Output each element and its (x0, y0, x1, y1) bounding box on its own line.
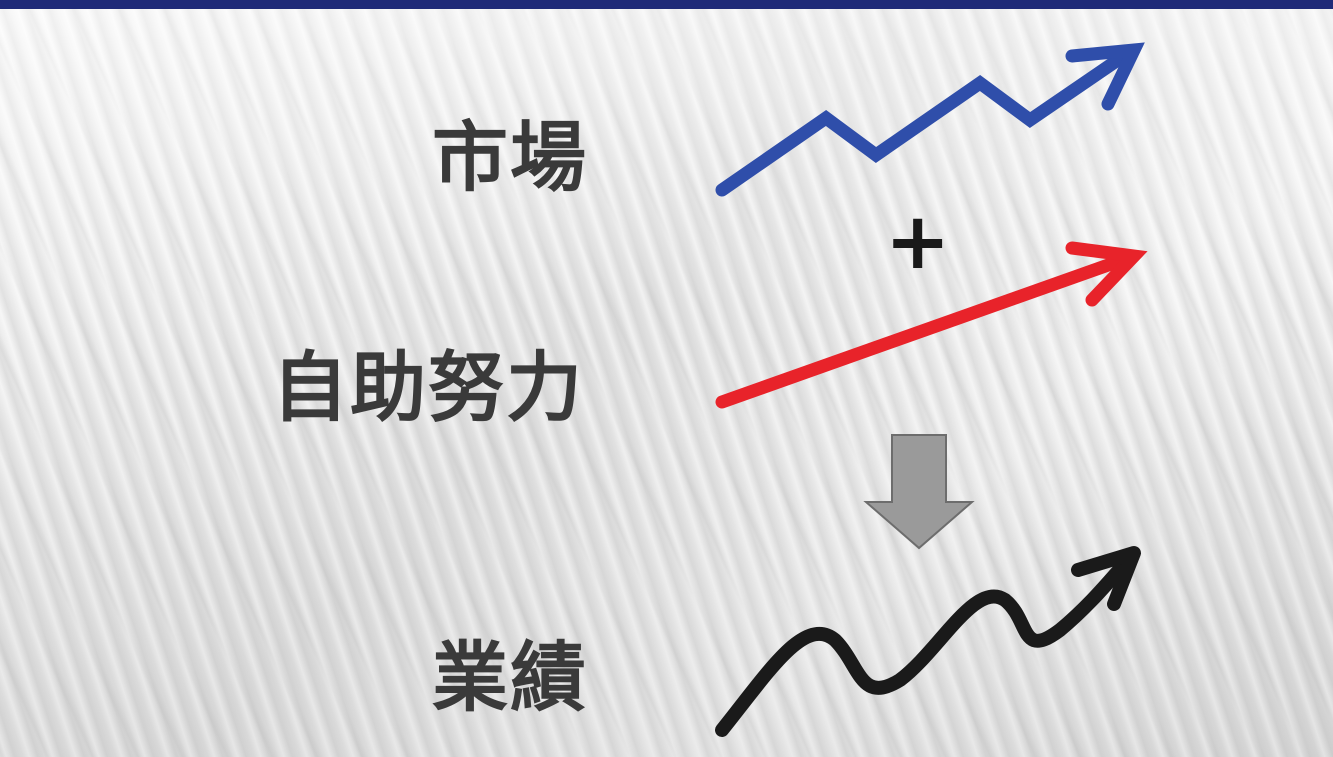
wavy-up-arrow-icon (715, 546, 1141, 737)
label-result: 業績 (432, 633, 588, 722)
label-market: 市場 (432, 113, 588, 202)
zigzag-up-arrow-icon (715, 42, 1145, 197)
label-effort: 自助努力 (272, 343, 584, 432)
result-arrow-head (1071, 546, 1141, 611)
straight-up-arrow-icon (715, 241, 1148, 409)
down-arrow-shape (863, 434, 975, 550)
plus-sign: + (885, 197, 951, 287)
market-arrow-line (715, 46, 1135, 197)
effort-arrow-line (715, 251, 1135, 409)
result-arrow-line (715, 553, 1135, 737)
top-bar (0, 0, 1333, 9)
market-arrow-head (1065, 42, 1145, 111)
down-arrow-icon (863, 434, 975, 550)
effort-arrow-head (1065, 241, 1148, 307)
